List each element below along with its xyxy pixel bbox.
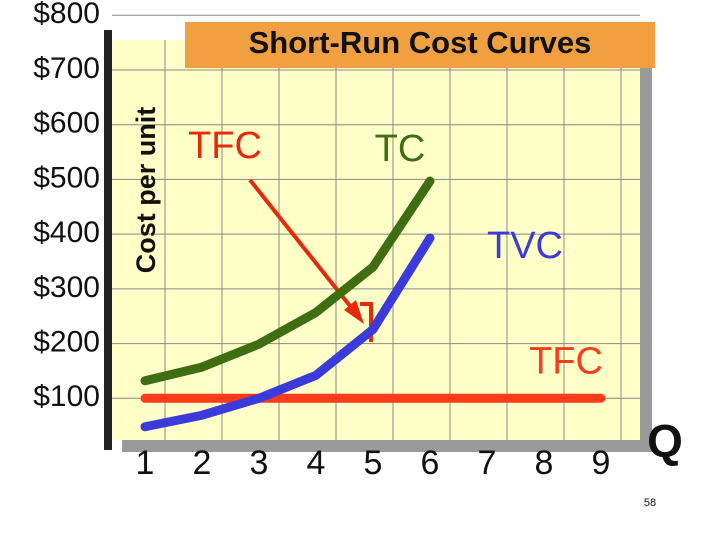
x-axis-label: Q — [647, 415, 683, 467]
series-label: TVC — [487, 225, 563, 267]
y-tick-label: $200 — [33, 325, 100, 358]
x-tick-label: 8 — [535, 444, 554, 482]
title-box — [185, 22, 655, 68]
y-tick-label: $700 — [33, 52, 100, 85]
y-tick-label: $400 — [33, 216, 100, 249]
y-axis — [104, 30, 112, 450]
page-number: 58 — [644, 497, 656, 509]
chart-title: Short-Run Cost Curves — [249, 25, 592, 60]
y-axis-label: Cost per unit — [131, 107, 161, 274]
y-tick-label: $100 — [33, 380, 100, 413]
x-tick-label: 1 — [136, 444, 155, 482]
series-line — [140, 176, 435, 386]
y-tick-label: $600 — [33, 107, 100, 140]
y-tick-label: $300 — [33, 271, 100, 304]
y-tick-label: $800 — [33, 0, 100, 30]
annotation: TFC — [188, 125, 262, 167]
series-line — [140, 233, 435, 432]
x-tick-label: 3 — [250, 444, 269, 482]
series-label: TC — [375, 128, 426, 170]
x-tick-label: 2 — [193, 444, 212, 482]
x-tick-label: 4 — [307, 444, 326, 482]
arrow-head — [344, 300, 364, 324]
series-label: TFC — [529, 340, 603, 382]
x-tick-label: 7 — [478, 444, 497, 482]
plot-area — [110, 40, 640, 440]
y-tick-label: $500 — [33, 161, 100, 194]
x-tick-label: 5 — [364, 444, 383, 482]
series-layer — [140, 176, 606, 432]
x-tick-label: 9 — [592, 444, 611, 482]
x-tick-label: 6 — [421, 444, 440, 482]
